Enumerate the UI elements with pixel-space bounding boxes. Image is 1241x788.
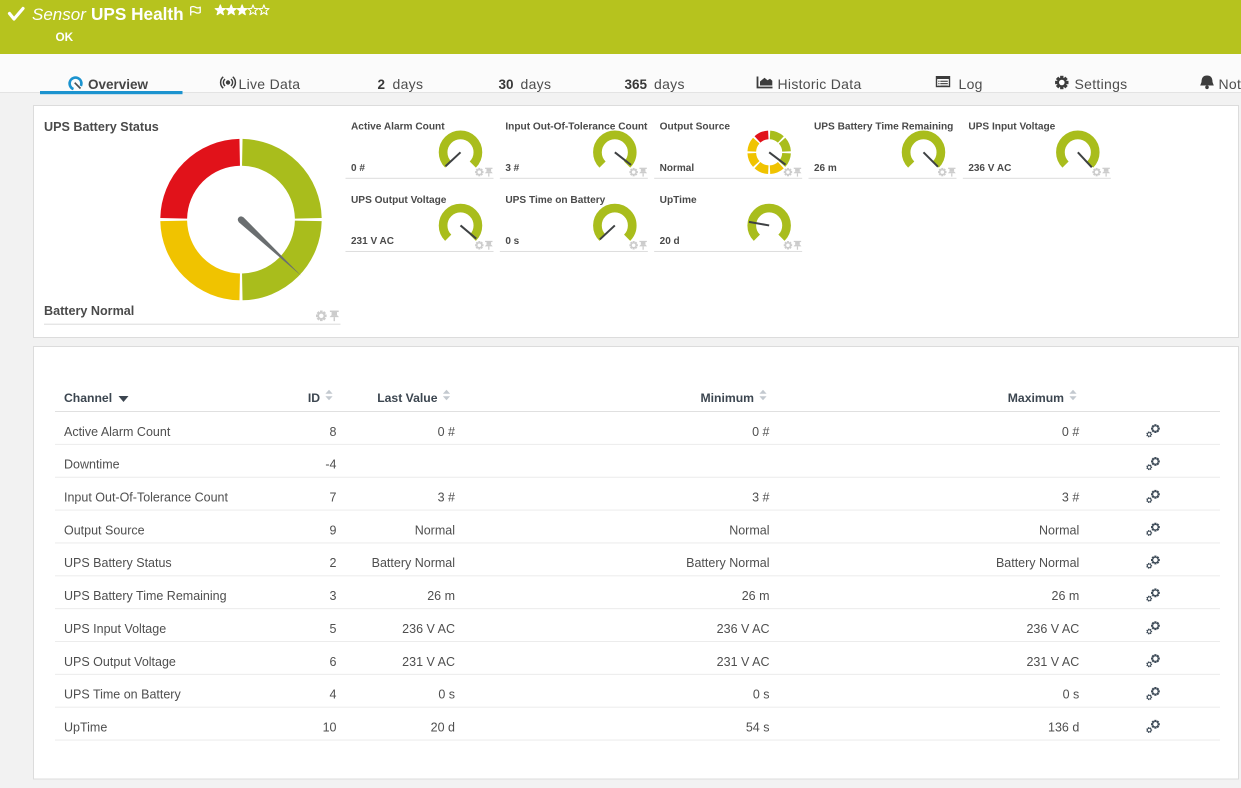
svg-text:4: 4 [330, 688, 337, 702]
svg-text:8: 8 [330, 425, 337, 439]
svg-text:0 s: 0 s [438, 688, 455, 702]
svg-text:0 s: 0 s [1063, 688, 1080, 702]
svg-text:26 m: 26 m [1052, 589, 1080, 603]
svg-text:Minimum: Minimum [701, 391, 755, 405]
svg-text:236 V AC: 236 V AC [968, 163, 1011, 174]
svg-text:0 #: 0 # [351, 163, 365, 174]
svg-text:236 V AC: 236 V AC [1026, 622, 1079, 636]
svg-text:UPS Output Voltage: UPS Output Voltage [351, 195, 447, 206]
svg-text:26 m: 26 m [814, 163, 837, 174]
svg-text:Normal: Normal [1039, 523, 1079, 537]
svg-text:ID: ID [308, 391, 320, 405]
svg-text:Settings: Settings [1075, 76, 1128, 92]
svg-text:0 s: 0 s [753, 688, 770, 702]
svg-text:UPS Output Voltage: UPS Output Voltage [64, 655, 176, 669]
svg-text:UPS Battery Status: UPS Battery Status [44, 120, 159, 134]
svg-text:231 V AC: 231 V AC [402, 655, 455, 669]
svg-text:Battery Normal: Battery Normal [44, 304, 134, 318]
svg-text:Battery Normal: Battery Normal [686, 556, 769, 570]
svg-text:Normal: Normal [729, 523, 769, 537]
svg-text:0 #: 0 # [438, 425, 455, 439]
svg-text:UPS Health: UPS Health [91, 4, 184, 24]
svg-text:Input Out-Of-Tolerance Count: Input Out-Of-Tolerance Count [64, 491, 228, 505]
svg-text:365: 365 [625, 77, 648, 92]
svg-text:6: 6 [330, 655, 337, 669]
svg-text:26 m: 26 m [742, 589, 770, 603]
svg-text:3 #: 3 # [1062, 491, 1079, 505]
svg-text:136 d: 136 d [1048, 720, 1079, 734]
svg-text:231 V AC: 231 V AC [351, 236, 394, 247]
svg-text:Output Source: Output Source [660, 122, 731, 133]
svg-text:Active Alarm Count: Active Alarm Count [351, 122, 445, 133]
svg-text:Maximum: Maximum [1008, 391, 1064, 405]
svg-text:54 s: 54 s [746, 720, 770, 734]
svg-text:Downtime: Downtime [64, 458, 120, 472]
svg-text:236 V AC: 236 V AC [717, 622, 770, 636]
svg-text:Sensor: Sensor [32, 5, 87, 24]
svg-text:UPS Time on Battery: UPS Time on Battery [505, 195, 605, 206]
svg-text:26 m: 26 m [427, 589, 455, 603]
svg-text:3 #: 3 # [438, 491, 455, 505]
svg-text:Input Out-Of-Tolerance Count: Input Out-Of-Tolerance Count [505, 122, 648, 133]
svg-text:UpTime: UpTime [64, 720, 107, 734]
svg-text:days: days [654, 76, 685, 92]
svg-text:2: 2 [330, 556, 337, 570]
svg-text:30: 30 [499, 77, 514, 92]
svg-text:231 V AC: 231 V AC [717, 655, 770, 669]
svg-text:Battery Normal: Battery Normal [996, 556, 1079, 570]
svg-text:9: 9 [330, 523, 337, 537]
svg-text:Not: Not [1219, 76, 1241, 92]
svg-text:231 V AC: 231 V AC [1026, 655, 1079, 669]
svg-text:Battery Normal: Battery Normal [372, 556, 455, 570]
svg-text:Active Alarm Count: Active Alarm Count [64, 425, 171, 439]
svg-text:UPS Time on Battery: UPS Time on Battery [64, 688, 181, 702]
svg-text:236 V AC: 236 V AC [402, 622, 455, 636]
svg-text:days: days [393, 76, 424, 92]
svg-text:Historic Data: Historic Data [778, 76, 862, 92]
svg-text:UpTime: UpTime [660, 195, 697, 206]
svg-text:OK: OK [56, 30, 74, 44]
svg-text:Last Value: Last Value [377, 391, 438, 405]
svg-text:-4: -4 [325, 458, 336, 472]
svg-text:UPS Input Voltage: UPS Input Voltage [64, 622, 166, 636]
svg-text:days: days [521, 76, 552, 92]
svg-text:UPS Battery Time Remaining: UPS Battery Time Remaining [814, 122, 953, 133]
svg-text:0 #: 0 # [752, 425, 769, 439]
svg-text:20 d: 20 d [431, 720, 455, 734]
svg-text:7: 7 [330, 491, 337, 505]
svg-text:10: 10 [323, 720, 337, 734]
svg-text:UPS Input Voltage: UPS Input Voltage [968, 122, 1055, 133]
svg-text:Live Data: Live Data [239, 76, 301, 92]
svg-text:Output Source: Output Source [64, 523, 145, 537]
svg-text:Channel: Channel [64, 391, 112, 405]
svg-text:Log: Log [959, 76, 983, 92]
svg-text:2: 2 [378, 77, 386, 92]
svg-text:3: 3 [330, 589, 337, 603]
svg-text:UPS Battery Time Remaining: UPS Battery Time Remaining [64, 589, 227, 603]
svg-text:0 #: 0 # [1062, 425, 1079, 439]
svg-text:5: 5 [330, 622, 337, 636]
svg-text:Normal: Normal [660, 163, 695, 174]
svg-text:0 s: 0 s [505, 236, 519, 247]
svg-text:3 #: 3 # [505, 163, 519, 174]
svg-text:Normal: Normal [415, 523, 455, 537]
svg-text:UPS Battery Status: UPS Battery Status [64, 556, 172, 570]
svg-text:20 d: 20 d [660, 236, 680, 247]
svg-text:Overview: Overview [88, 77, 149, 92]
svg-text:3 #: 3 # [752, 491, 769, 505]
